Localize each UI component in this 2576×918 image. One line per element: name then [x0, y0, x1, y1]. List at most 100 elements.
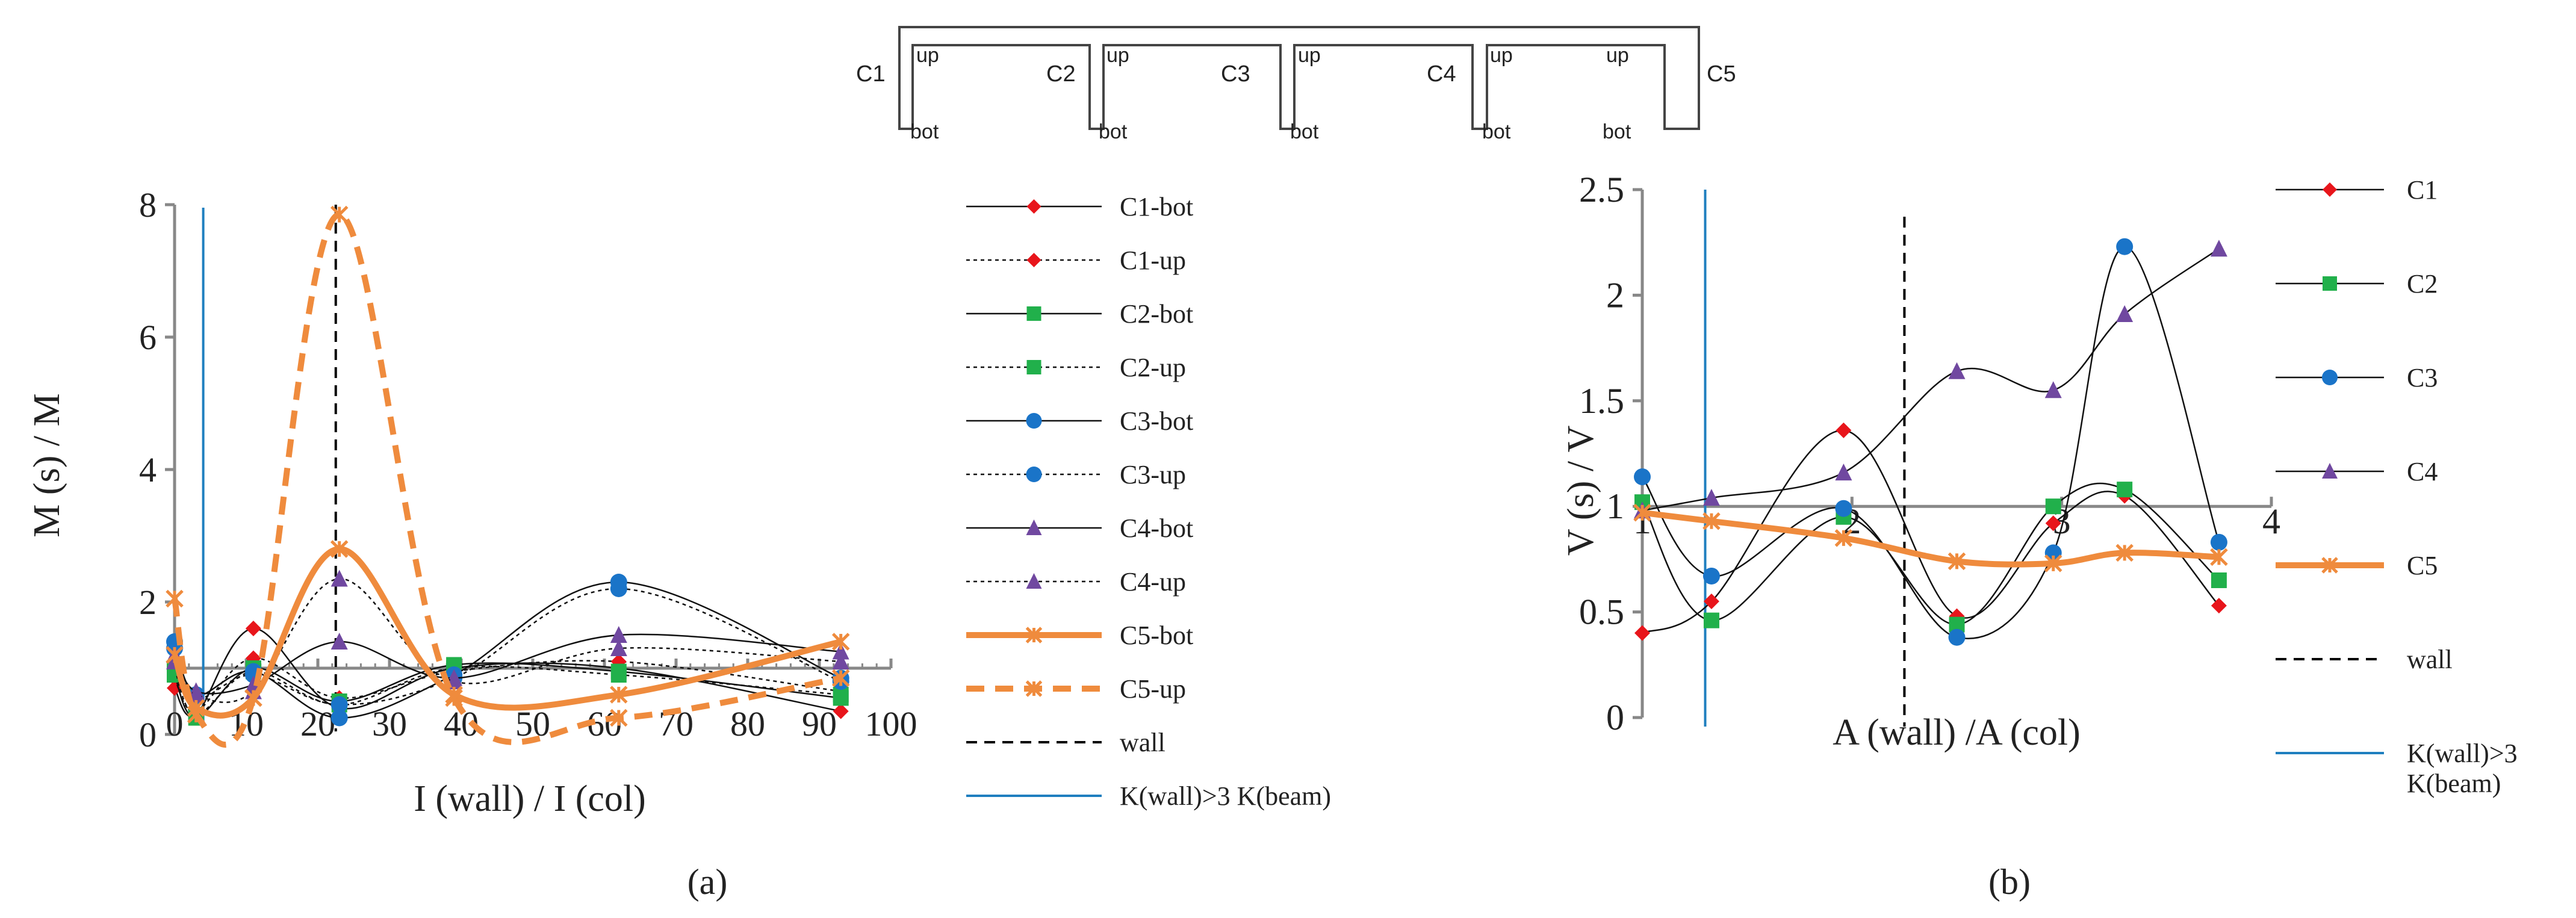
data-point — [2211, 598, 2227, 614]
data-point — [330, 540, 349, 558]
data-point — [832, 653, 849, 669]
data-point — [2044, 381, 2062, 399]
data-point — [245, 621, 261, 636]
data-point — [2044, 554, 2062, 572]
data-point — [2323, 276, 2337, 291]
data-point — [187, 706, 205, 724]
legend-label: C3-bot — [1120, 406, 1193, 436]
series-line — [1642, 248, 2220, 512]
data-point — [2211, 572, 2227, 588]
column-label: C5 — [1707, 61, 1736, 87]
series-line — [1642, 429, 2220, 634]
legend-item: C1-bot — [966, 192, 1193, 222]
series-line — [173, 581, 842, 719]
chart-panel-b: 00.511.522.51 2 3 4 A (wall) /A (col) V (s)… — [1560, 170, 2518, 902]
y-tick-label: 0 — [139, 715, 157, 754]
data-point — [1948, 628, 1966, 646]
y-tick-label: 4 — [139, 450, 157, 489]
data-point — [331, 633, 348, 650]
data-point — [1703, 612, 1719, 628]
legend-item: C3-up — [966, 460, 1186, 489]
frame-schematic — [898, 26, 1700, 130]
schematic-labels: C1 C2 C3 C4 C5 up up up up up bot bot bo… — [856, 44, 1736, 143]
data-point — [2045, 515, 2061, 532]
data-point — [1634, 468, 1651, 486]
legend-item: C3-bot — [966, 406, 1193, 436]
data-point — [833, 703, 849, 719]
legend-item: C5 — [2276, 551, 2438, 580]
legend-label: C2 — [2407, 269, 2438, 299]
x-tick-label: 100 — [865, 704, 917, 743]
data-point — [445, 689, 463, 707]
bot-label: bot — [1482, 120, 1511, 143]
legend-label: C5-bot — [1120, 621, 1193, 650]
legend-label: K(wall)>3 K(beam) — [1120, 781, 1331, 811]
data-point — [1702, 567, 1720, 585]
data-point — [1634, 625, 1650, 641]
data-point — [1702, 512, 1721, 530]
data-point — [2116, 238, 2134, 255]
legend-item: wall — [966, 728, 1165, 757]
data-point — [1026, 360, 1041, 374]
y-tick-label: 0.5 — [1579, 592, 1624, 632]
data-point — [2322, 463, 2338, 479]
data-point — [610, 580, 627, 597]
series-group-a — [166, 205, 850, 748]
data-point — [330, 205, 349, 224]
series-line — [173, 578, 841, 703]
legend-label: C1-bot — [1120, 192, 1193, 222]
x-tick-label: 20 — [300, 704, 335, 743]
x-tick-label: 80 — [730, 704, 765, 743]
column-label: C2 — [1046, 61, 1076, 87]
y-tick-label: 1.5 — [1579, 381, 1624, 421]
legend-label: K(beam) — [2407, 769, 2501, 798]
data-point — [610, 709, 628, 727]
x-axis-title: A (wall) /A (col) — [1833, 712, 2081, 753]
up-label: up — [916, 44, 939, 67]
data-point — [2210, 533, 2227, 551]
data-point — [2322, 370, 2338, 385]
column-label: C3 — [1221, 61, 1250, 87]
data-point — [610, 686, 628, 704]
series-line — [1642, 509, 2220, 568]
data-point — [1026, 306, 1041, 321]
legend-item: wall — [2276, 645, 2453, 674]
series-line — [1641, 246, 2220, 639]
data-point — [832, 642, 849, 660]
y-tick-label: 2.5 — [1579, 170, 1624, 209]
series-line — [173, 662, 841, 719]
data-point — [1026, 467, 1042, 482]
x-tick-label: 4 — [2262, 501, 2280, 541]
axis-labels-a: I (wall) / I (col) M (s) / M (a) — [26, 393, 727, 902]
data-point — [831, 633, 850, 651]
data-point — [610, 626, 627, 643]
data-point — [331, 569, 348, 587]
column-label: C1 — [856, 61, 886, 87]
series-line — [173, 633, 841, 695]
data-point — [2044, 544, 2062, 562]
legend-item: C5-up — [966, 674, 1186, 704]
legend-item: C2-bot — [966, 299, 1193, 329]
legend-label: C3 — [2407, 363, 2438, 392]
legend-label: C4 — [2407, 457, 2438, 486]
data-point — [244, 689, 262, 707]
y-tick-label: 8 — [139, 185, 157, 225]
legend-label: wall — [2407, 645, 2453, 674]
data-point — [610, 667, 627, 683]
legend-label: C4-up — [1120, 567, 1186, 597]
up-label: up — [1490, 44, 1513, 67]
legend-item: C5-bot — [966, 621, 1193, 650]
data-point — [831, 669, 850, 687]
y-axis-title: V (s) / V — [1560, 426, 1601, 556]
y-tick-label: 6 — [139, 318, 157, 357]
data-point — [1948, 552, 1966, 571]
frame-outline — [898, 26, 1700, 130]
data-point — [1835, 500, 1852, 517]
legend-item: C4 — [2276, 457, 2438, 486]
legend-item: C2 — [2276, 269, 2438, 299]
y-tick-label: 2 — [1606, 275, 1624, 315]
data-point — [610, 639, 627, 656]
data-point — [1025, 627, 1043, 644]
